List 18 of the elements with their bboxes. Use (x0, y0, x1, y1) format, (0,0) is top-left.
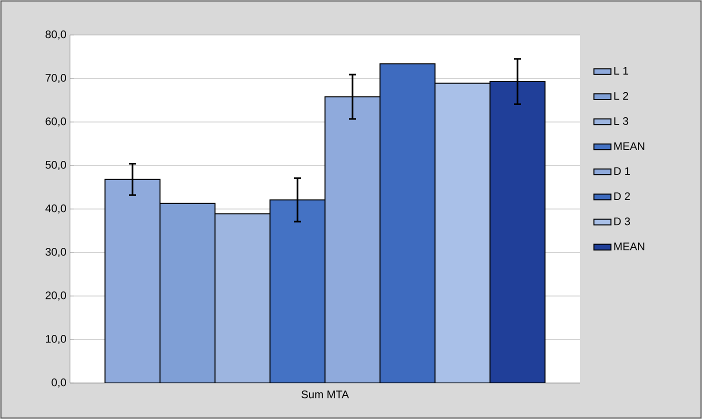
legend-label: D 3 (614, 217, 630, 226)
y-tick-label: 0,0 (52, 378, 66, 388)
y-tick-label: 60,0 (46, 117, 66, 127)
x-tick-label: Sum MTA (302, 390, 349, 398)
y-tick-label: 80,0 (46, 30, 66, 40)
legend-label: MEAN (614, 242, 644, 250)
legend-label: D 1 (614, 167, 630, 175)
legend-label: MEAN (614, 142, 644, 150)
legend-label: L 1 (614, 67, 628, 75)
y-tick-label: 40,0 (45, 204, 66, 214)
y-tick-label: 50,0 (46, 160, 66, 170)
y-tick-label: 70,0 (46, 74, 66, 84)
y-tick-label: 20,0 (46, 291, 66, 301)
y-tick-label: 10,0 (46, 334, 66, 344)
y-tick-label: 30,0 (46, 248, 66, 258)
legend-label: D 2 (614, 192, 630, 200)
legend-label: L 3 (614, 117, 628, 125)
legend-label: L 2 (614, 92, 628, 100)
